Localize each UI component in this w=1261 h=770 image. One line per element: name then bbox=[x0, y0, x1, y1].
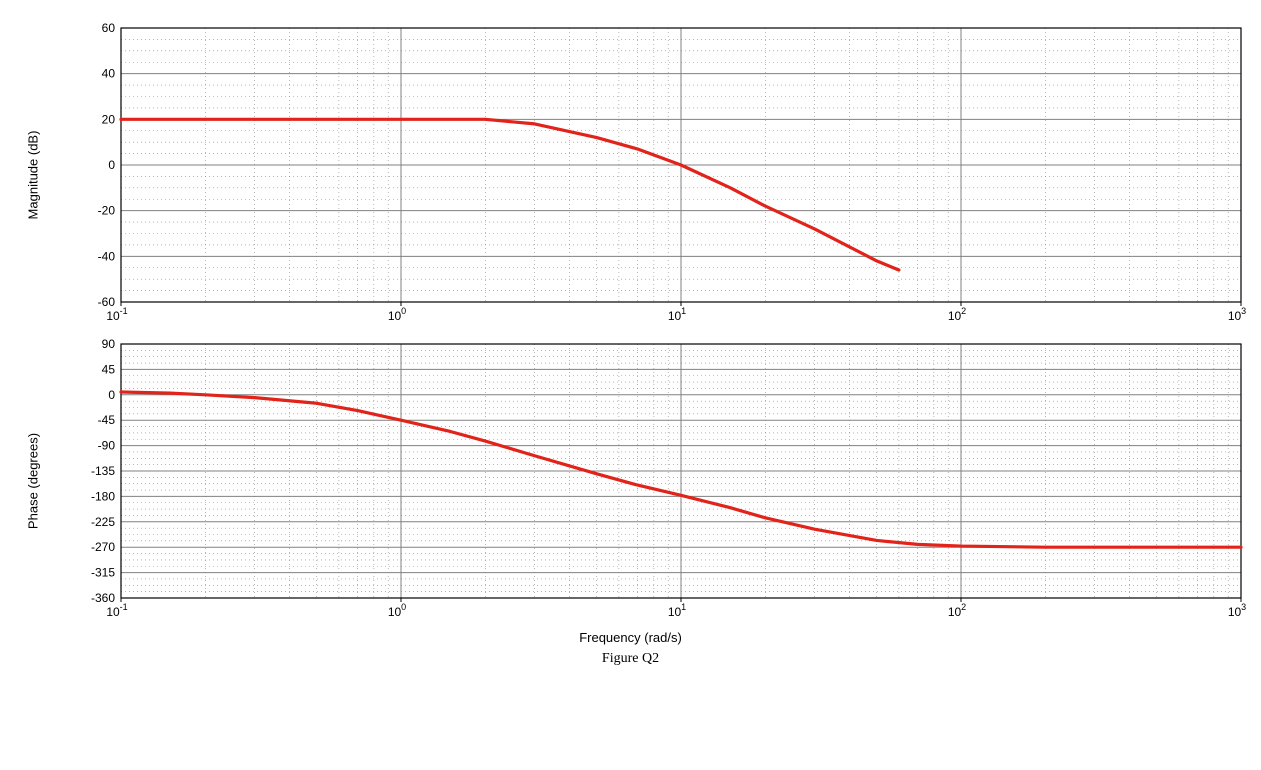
svg-text:100: 100 bbox=[387, 306, 405, 323]
svg-text:40: 40 bbox=[101, 67, 115, 81]
figure-caption: Figure Q2 bbox=[21, 651, 1241, 667]
svg-text:-315: -315 bbox=[90, 566, 114, 580]
svg-text:-135: -135 bbox=[90, 464, 114, 478]
svg-text:-270: -270 bbox=[90, 540, 114, 554]
magnitude-plot-area: Magnitude (dB) -60-40-20020406010-110010… bbox=[81, 20, 1241, 330]
svg-text:-225: -225 bbox=[90, 515, 114, 529]
magnitude-plot-svg: -60 -40 -20 0 20 40 60 10-1 100 101 102 103 bbox=[81, 20, 1251, 330]
phase-ylabel: Phase (degrees) bbox=[25, 433, 40, 529]
magnitude-ylabel: Magnitude (dB) bbox=[25, 131, 40, 220]
svg-text:-40: -40 bbox=[97, 249, 115, 263]
svg-text:-45: -45 bbox=[97, 413, 115, 427]
svg-text:102: 102 bbox=[947, 306, 965, 323]
svg-text:0: 0 bbox=[108, 158, 115, 172]
svg-text:101: 101 bbox=[667, 306, 685, 323]
svg-text:0: 0 bbox=[108, 388, 115, 402]
svg-text:-90: -90 bbox=[97, 439, 115, 453]
svg-text:45: 45 bbox=[101, 362, 115, 376]
svg-text:100: 100 bbox=[387, 602, 405, 619]
svg-text:-180: -180 bbox=[90, 489, 114, 503]
svg-text:101: 101 bbox=[667, 602, 685, 619]
svg-text:103: 103 bbox=[1227, 306, 1245, 323]
bode-figure: Magnitude (dB) -60 -40 -20 0 20 40 60 10-1 100 10… bbox=[21, 20, 1241, 667]
svg-text:-20: -20 bbox=[97, 204, 115, 218]
svg-text:103: 103 bbox=[1227, 602, 1245, 619]
phase-plot-svg: -360 -315 -270 -225 -180 -135 -90 -45 0 45 90 10-1 1… bbox=[81, 336, 1251, 626]
svg-text:102: 102 bbox=[947, 602, 965, 619]
phase-plot-area: Phase (degrees) -360-315-270-225-180-135… bbox=[81, 336, 1241, 626]
x-axis-label: Frequency (rad/s) bbox=[21, 630, 1241, 645]
svg-text:60: 60 bbox=[101, 21, 115, 35]
svg-text:-360: -360 bbox=[90, 591, 114, 605]
svg-text:-60: -60 bbox=[97, 295, 115, 309]
svg-text:20: 20 bbox=[101, 112, 115, 126]
svg-text:10-1: 10-1 bbox=[106, 306, 127, 323]
svg-text:90: 90 bbox=[101, 337, 115, 351]
svg-text:10-1: 10-1 bbox=[106, 602, 127, 619]
